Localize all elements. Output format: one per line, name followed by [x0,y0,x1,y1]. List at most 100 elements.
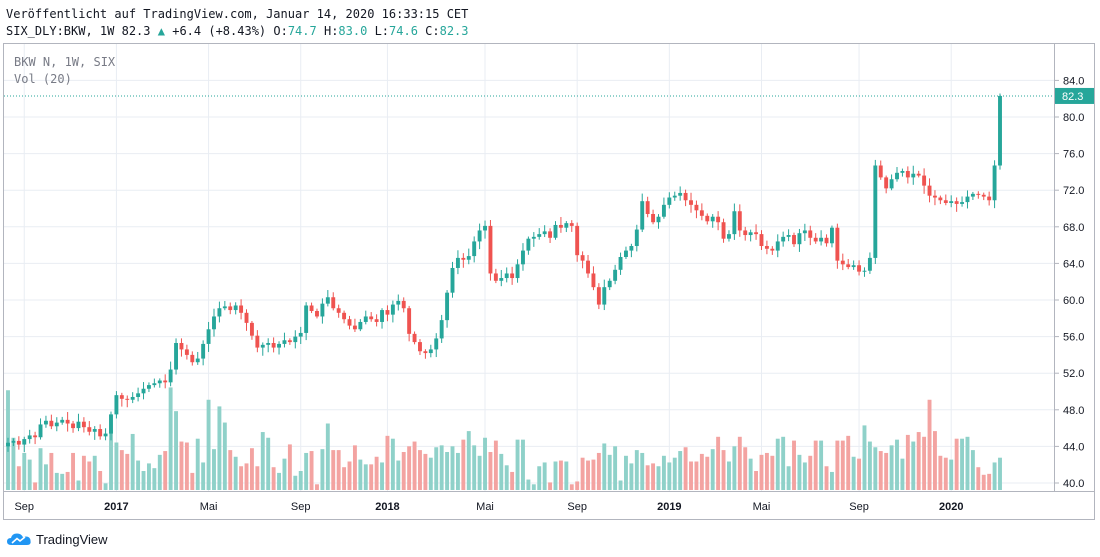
volume-bar [477,455,482,490]
volume-bar [71,452,76,490]
x-tick-label: 2017 [104,501,128,513]
tradingview-logo[interactable]: TradingView [6,531,108,547]
candle-body [548,231,553,238]
x-tick-label: Sep [291,501,311,513]
volume-bar [271,467,276,490]
candle-body [320,303,325,317]
volume-bar [504,465,509,490]
price-chart[interactable]: 40.0 44.0 48.0 52.0 56.0 60.0 64.0 68.0 72.0 76.0… [0,0,1100,522]
candle-body [586,260,590,274]
candle-body [792,235,796,245]
candle-body [352,325,357,330]
volume-bar [483,437,487,490]
volume-bar [136,460,141,490]
volume-bar [618,480,623,490]
candle-body [808,230,813,238]
candle-body [445,292,450,321]
volume-bar [732,446,737,490]
volume-bar [813,440,818,490]
volume-bar [548,482,553,490]
candle-body [580,255,585,261]
candle-body [862,270,867,272]
candle-body [461,257,466,260]
volume-bar [699,453,704,490]
candle-body [705,215,710,222]
volume-bar [759,454,764,490]
candle-body [385,310,390,315]
candle-body [255,335,260,348]
volume-bar [109,430,113,490]
x-tick-label: 2018 [375,501,399,513]
candle-body [558,224,563,228]
candle-body [770,248,775,251]
volume-bar [775,438,780,490]
volume-bar [754,471,759,490]
volume-bar [851,456,856,490]
candle-body [591,273,596,288]
candle-body [287,340,292,343]
candle-body [846,264,851,268]
y-tick-label: 60.0 [1063,295,1084,307]
candle-body [830,227,834,244]
volume-bar [624,455,628,490]
volume-bar [900,458,905,490]
volume-bar [260,432,265,490]
candle-body [656,216,661,223]
volume-bar [315,484,319,490]
candle-body [174,343,178,370]
volume-bar [792,440,796,490]
volume-bar [282,458,287,490]
volume-bar [970,450,975,490]
volume-bar [499,453,504,490]
volume-bar [835,440,840,490]
candle-body [347,319,352,326]
x-tick-label: Sep [567,501,587,513]
candle-body [141,388,146,394]
volume-bar [309,451,314,490]
candle-body [163,380,168,383]
volume-bar [640,452,645,490]
candle-body [889,179,894,189]
candle-body [954,201,959,204]
volume-bar [558,460,563,490]
candle-body [130,396,135,400]
candle-body [819,237,824,242]
candle-body [434,338,439,350]
low-value: 74.6 [389,24,418,38]
volume-bar [857,458,862,490]
candle-body [835,227,840,261]
candle-body [146,385,151,389]
candle-body [358,321,363,330]
candle-body [531,236,536,239]
candle-body [689,200,693,205]
volume-bar [949,459,954,490]
candle-body [54,422,59,427]
candle-body [114,395,119,415]
candle-body [721,222,726,239]
candle-body [727,234,731,239]
candle-body [119,395,124,399]
candle-body [103,433,108,437]
volume-bar [824,466,829,490]
volume-bar [895,439,899,490]
candle-body [575,225,580,256]
volume-bar [927,399,932,490]
time-axis [3,491,1095,520]
candle-body [748,232,753,236]
volume-bar [358,459,363,490]
candle-body [249,322,254,336]
volume-bar [797,454,802,490]
volume-bar [114,442,119,490]
candle-body [537,234,542,237]
candle-body [542,231,547,235]
volume-bar [651,463,656,490]
candle-body [418,342,422,352]
candle-body [521,250,525,265]
y-tick-label: 40.0 [1063,478,1084,490]
volume-bar [423,453,428,490]
candle-body [38,424,43,438]
candle-body [407,308,412,334]
candle-body [483,225,487,231]
volume-bar [840,440,845,490]
volume-bar [38,448,43,490]
